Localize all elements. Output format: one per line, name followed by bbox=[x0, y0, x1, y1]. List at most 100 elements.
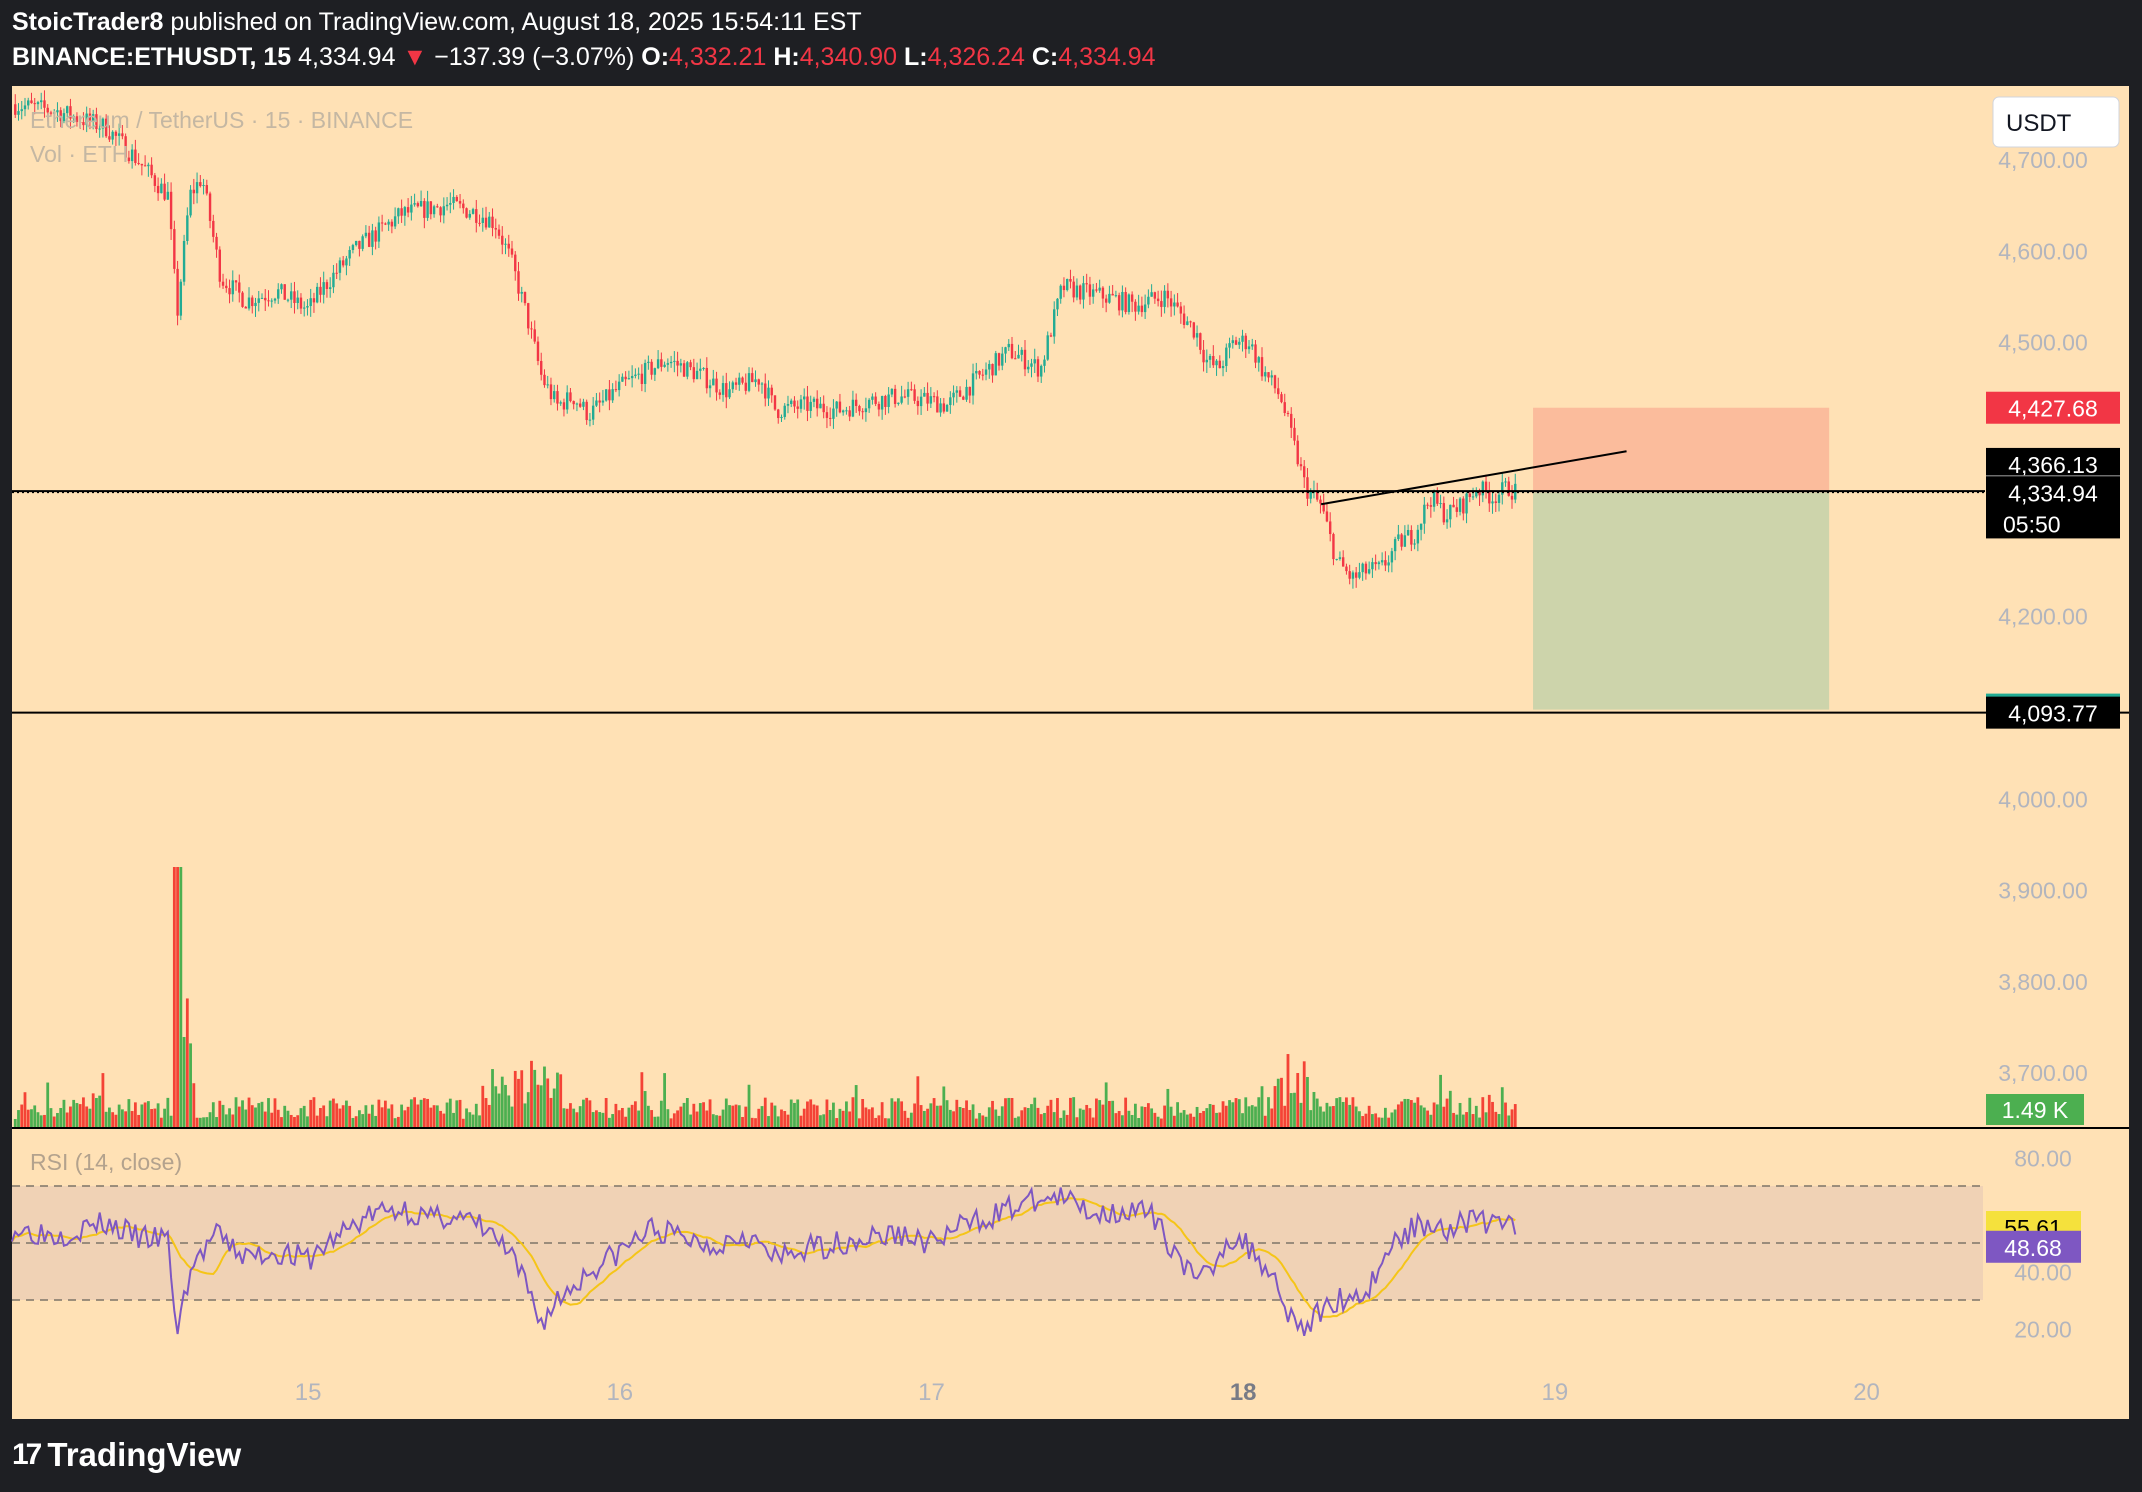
volume-bar bbox=[296, 1115, 300, 1127]
volume-bar bbox=[543, 1066, 546, 1127]
candle-body bbox=[1380, 560, 1384, 563]
volume-bar bbox=[270, 1112, 274, 1127]
candle-body bbox=[533, 329, 536, 342]
volume-bar bbox=[179, 867, 183, 1127]
volume-bar bbox=[900, 1101, 904, 1127]
volume-bar bbox=[1383, 1107, 1387, 1127]
bar-countdown: 05:50 bbox=[2003, 511, 2061, 537]
candle-body bbox=[666, 363, 670, 365]
volume-bar bbox=[140, 1104, 144, 1127]
candle-body bbox=[88, 113, 92, 122]
candle-body bbox=[942, 403, 946, 412]
volume-bar bbox=[231, 1114, 235, 1127]
volume-bar bbox=[250, 1105, 254, 1127]
candle-body bbox=[1212, 356, 1215, 366]
candle-body bbox=[1387, 562, 1390, 566]
volume-bar bbox=[935, 1105, 939, 1127]
candle-body bbox=[819, 403, 822, 409]
volume-bar bbox=[913, 1103, 917, 1127]
price-tick-label: 3,700.00 bbox=[1998, 1060, 2088, 1086]
candle-body bbox=[702, 367, 705, 369]
volume-bar bbox=[1228, 1100, 1231, 1127]
candle-body bbox=[582, 401, 585, 407]
candle-body bbox=[893, 388, 897, 404]
volume-bar bbox=[1260, 1086, 1264, 1127]
candle-body bbox=[33, 103, 36, 105]
volume-bar bbox=[997, 1115, 1001, 1127]
volume-bar bbox=[1507, 1115, 1511, 1127]
tradingview-logo[interactable]: 17 TradingView bbox=[12, 1436, 241, 1474]
volume-bar bbox=[114, 1114, 118, 1127]
volume-bar bbox=[1273, 1086, 1277, 1127]
candle-body bbox=[598, 400, 601, 403]
price-axis-label: 4,427.68 bbox=[2008, 396, 2098, 422]
currency-button[interactable]: USDT bbox=[1992, 96, 2120, 148]
candle-body bbox=[176, 268, 179, 316]
candle-body bbox=[760, 383, 764, 385]
candle-body bbox=[816, 398, 819, 409]
volume-bar bbox=[247, 1097, 251, 1127]
publisher-name[interactable]: StoicTrader8 bbox=[12, 8, 164, 36]
candle-body bbox=[916, 400, 920, 407]
volume-bar bbox=[374, 1115, 378, 1127]
open-label: O: bbox=[641, 43, 670, 71]
candle-body bbox=[705, 367, 709, 389]
volume-bar bbox=[858, 1118, 861, 1127]
candle-body bbox=[1299, 464, 1303, 467]
volume-bar bbox=[390, 1104, 394, 1127]
candle-body bbox=[20, 109, 23, 112]
symbol-label[interactable]: BINANCE:ETHUSDT, 15 bbox=[12, 43, 292, 71]
candle-body bbox=[1462, 498, 1465, 514]
volume-bar bbox=[17, 1110, 20, 1127]
volume-bar bbox=[26, 1109, 30, 1127]
volume-bar bbox=[750, 1117, 754, 1127]
candle-body bbox=[234, 280, 238, 283]
volume-bar bbox=[39, 1115, 43, 1127]
candle-body bbox=[199, 182, 202, 187]
volume-bar bbox=[692, 1103, 696, 1127]
volume-bar bbox=[283, 1105, 287, 1127]
volume-bar bbox=[396, 1116, 400, 1127]
volume-bar bbox=[345, 1100, 348, 1127]
close-label: C: bbox=[1031, 43, 1059, 71]
candle-body bbox=[1205, 359, 1209, 363]
candle-body bbox=[877, 403, 881, 410]
volume-bar bbox=[1406, 1098, 1410, 1127]
candle-body bbox=[134, 149, 137, 163]
tradingview-logo-icon: 17 bbox=[12, 1438, 42, 1471]
volume-bar bbox=[1224, 1105, 1228, 1127]
candle-body bbox=[874, 396, 877, 404]
volume-bar bbox=[1218, 1112, 1222, 1127]
candle-body bbox=[741, 377, 744, 383]
volume-bar bbox=[461, 1118, 465, 1127]
candle-body bbox=[1416, 529, 1420, 544]
candle-body bbox=[1426, 504, 1429, 506]
volume-bar bbox=[1017, 1116, 1020, 1127]
candle-body bbox=[1273, 375, 1277, 389]
series-legend[interactable]: Ethereum / TetherUS · 15 · BINANCE bbox=[30, 107, 413, 133]
candle-body bbox=[708, 385, 712, 389]
volume-bar bbox=[1043, 1112, 1046, 1127]
volume-legend[interactable]: Vol · ETH bbox=[30, 141, 128, 167]
candle-body bbox=[481, 217, 484, 223]
candle-body bbox=[264, 297, 267, 301]
volume-bar bbox=[130, 1111, 134, 1127]
price-tick-label: 4,500.00 bbox=[1998, 330, 2088, 356]
volume-bar bbox=[1452, 1112, 1455, 1127]
rsi-legend[interactable]: RSI (14, close) bbox=[30, 1149, 182, 1175]
volume-bar bbox=[364, 1105, 368, 1127]
volume-bar bbox=[1052, 1112, 1056, 1127]
candle-body bbox=[439, 207, 442, 216]
volume-bar bbox=[825, 1099, 829, 1127]
volume-bar bbox=[582, 1099, 585, 1127]
volume-bar bbox=[43, 1114, 46, 1127]
volume-bar bbox=[1078, 1108, 1082, 1127]
volume-bar bbox=[1293, 1092, 1296, 1127]
candle-body bbox=[527, 303, 530, 329]
price-axis-label-bg bbox=[1986, 391, 2120, 424]
candle-body bbox=[673, 360, 676, 362]
candle-body bbox=[283, 284, 286, 300]
candle-body bbox=[588, 419, 592, 421]
candle-body bbox=[156, 185, 160, 194]
